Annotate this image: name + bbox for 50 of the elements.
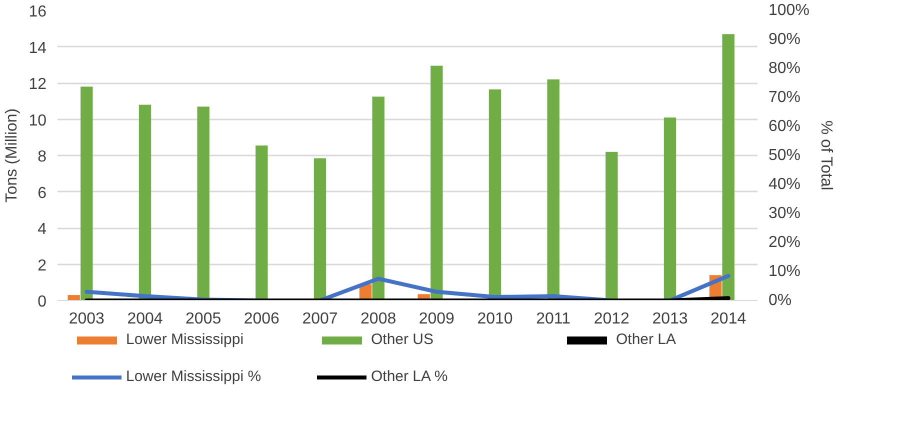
y-tick-label: 16 xyxy=(28,4,47,20)
y-tick-label: 12 xyxy=(28,76,47,93)
legend-label: Lower Mississippi % xyxy=(126,368,262,385)
y-tick-label: 10 xyxy=(28,112,47,130)
x-tick-label: 2006 xyxy=(244,310,280,328)
y2-tick-label: 90% xyxy=(768,31,801,48)
bar xyxy=(664,117,676,300)
y2-tick-label: 50% xyxy=(768,147,801,164)
y2-tick-label: 30% xyxy=(768,205,801,222)
bar xyxy=(606,152,618,300)
x-tick-label: 2013 xyxy=(652,310,688,328)
bar xyxy=(68,295,80,300)
legend-label: Other US xyxy=(371,331,435,348)
y2-tick-label: 80% xyxy=(768,60,801,77)
legend-label: Lower Mississippi xyxy=(126,331,245,348)
y-tick-label: 0 xyxy=(38,294,47,310)
y2-tick-label: 20% xyxy=(768,234,801,251)
x-tick-label: 2012 xyxy=(594,310,630,328)
y-axis-title: Tons (Million) xyxy=(4,108,21,203)
x-tick-label: 2014 xyxy=(710,310,746,328)
y2-axis-title: % of Total xyxy=(817,120,834,190)
y2-tick-label: 10% xyxy=(768,263,801,280)
y-tick-label: 2 xyxy=(38,257,47,274)
x-tick-label: 2010 xyxy=(477,310,513,328)
y2-tick-label: 70% xyxy=(768,89,801,106)
y-tick-label: 6 xyxy=(38,184,47,202)
y-tick-label: 4 xyxy=(38,221,47,238)
bar xyxy=(138,104,152,300)
x-tick-label: 2003 xyxy=(68,310,105,328)
bar xyxy=(372,96,384,300)
legend-label: Other LA xyxy=(616,331,678,348)
x-tick-label: 2007 xyxy=(302,310,338,328)
x-tick-label: 2005 xyxy=(186,310,222,328)
bar xyxy=(547,79,560,300)
bar xyxy=(722,34,734,300)
y2-tick-label: 0% xyxy=(768,292,792,309)
bar xyxy=(430,66,443,300)
x-tick-label: 2011 xyxy=(536,310,571,328)
x-tick-label: 2009 xyxy=(418,310,455,328)
y2-tick-label: 40% xyxy=(768,176,801,193)
x-tick-label: 2004 xyxy=(127,310,163,328)
y2-tick-label: 100% xyxy=(768,2,810,19)
bar xyxy=(80,86,93,300)
x-tick-label: 2008 xyxy=(360,310,396,328)
legend-label: Other LA % xyxy=(371,368,449,385)
bar xyxy=(314,158,326,300)
y2-tick-label: 60% xyxy=(768,118,801,135)
bar xyxy=(256,146,268,300)
y-tick-label: 14 xyxy=(28,40,47,57)
y-tick-label: 8 xyxy=(38,148,47,166)
